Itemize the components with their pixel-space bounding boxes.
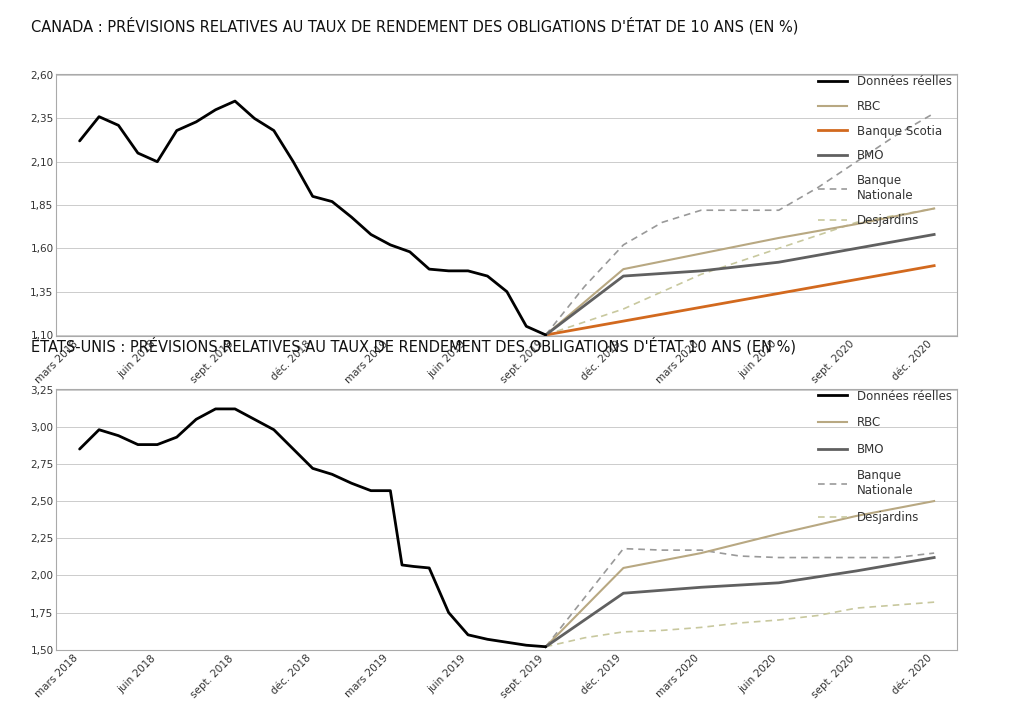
Legend: Données réelles, RBC, Banque Scotia, BMO, Banque
Nationale, Desjardins: Données réelles, RBC, Banque Scotia, BMO… xyxy=(817,75,951,227)
Text: ÉTATS-UNIS : PRÉVISIONS RELATIVES AU TAUX DE RENDEMENT DES OBLIGATIONS D'ÉTAT 10: ÉTATS-UNIS : PRÉVISIONS RELATIVES AU TAU… xyxy=(31,337,796,354)
Legend: Données réelles, RBC, BMO, Banque
Nationale, Desjardins: Données réelles, RBC, BMO, Banque Nation… xyxy=(817,390,951,524)
Text: CANADA : PRÉVISIONS RELATIVES AU TAUX DE RENDEMENT DES OBLIGATIONS D'ÉTAT DE 10 : CANADA : PRÉVISIONS RELATIVES AU TAUX DE… xyxy=(31,17,798,35)
